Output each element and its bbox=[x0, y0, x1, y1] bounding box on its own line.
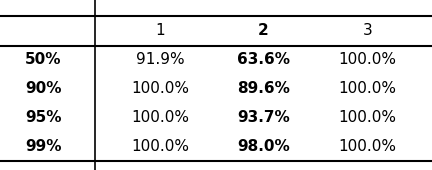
Text: 100.0%: 100.0% bbox=[338, 139, 396, 154]
Text: 93.7%: 93.7% bbox=[237, 110, 290, 125]
Text: 100.0%: 100.0% bbox=[338, 52, 396, 67]
Text: 100.0%: 100.0% bbox=[131, 81, 189, 96]
Text: 90%: 90% bbox=[25, 81, 61, 96]
Text: 100.0%: 100.0% bbox=[131, 139, 189, 154]
Text: 50%: 50% bbox=[25, 52, 61, 67]
Text: 99%: 99% bbox=[25, 139, 61, 154]
Text: 63.6%: 63.6% bbox=[237, 52, 290, 67]
Text: 3: 3 bbox=[362, 23, 372, 38]
Text: 100.0%: 100.0% bbox=[131, 110, 189, 125]
Text: 95%: 95% bbox=[25, 110, 61, 125]
Text: 1: 1 bbox=[155, 23, 165, 38]
Text: 89.6%: 89.6% bbox=[237, 81, 290, 96]
Text: 100.0%: 100.0% bbox=[338, 110, 396, 125]
Text: 2: 2 bbox=[258, 23, 269, 38]
Text: 98.0%: 98.0% bbox=[237, 139, 290, 154]
Text: 91.9%: 91.9% bbox=[136, 52, 184, 67]
Text: 100.0%: 100.0% bbox=[338, 81, 396, 96]
